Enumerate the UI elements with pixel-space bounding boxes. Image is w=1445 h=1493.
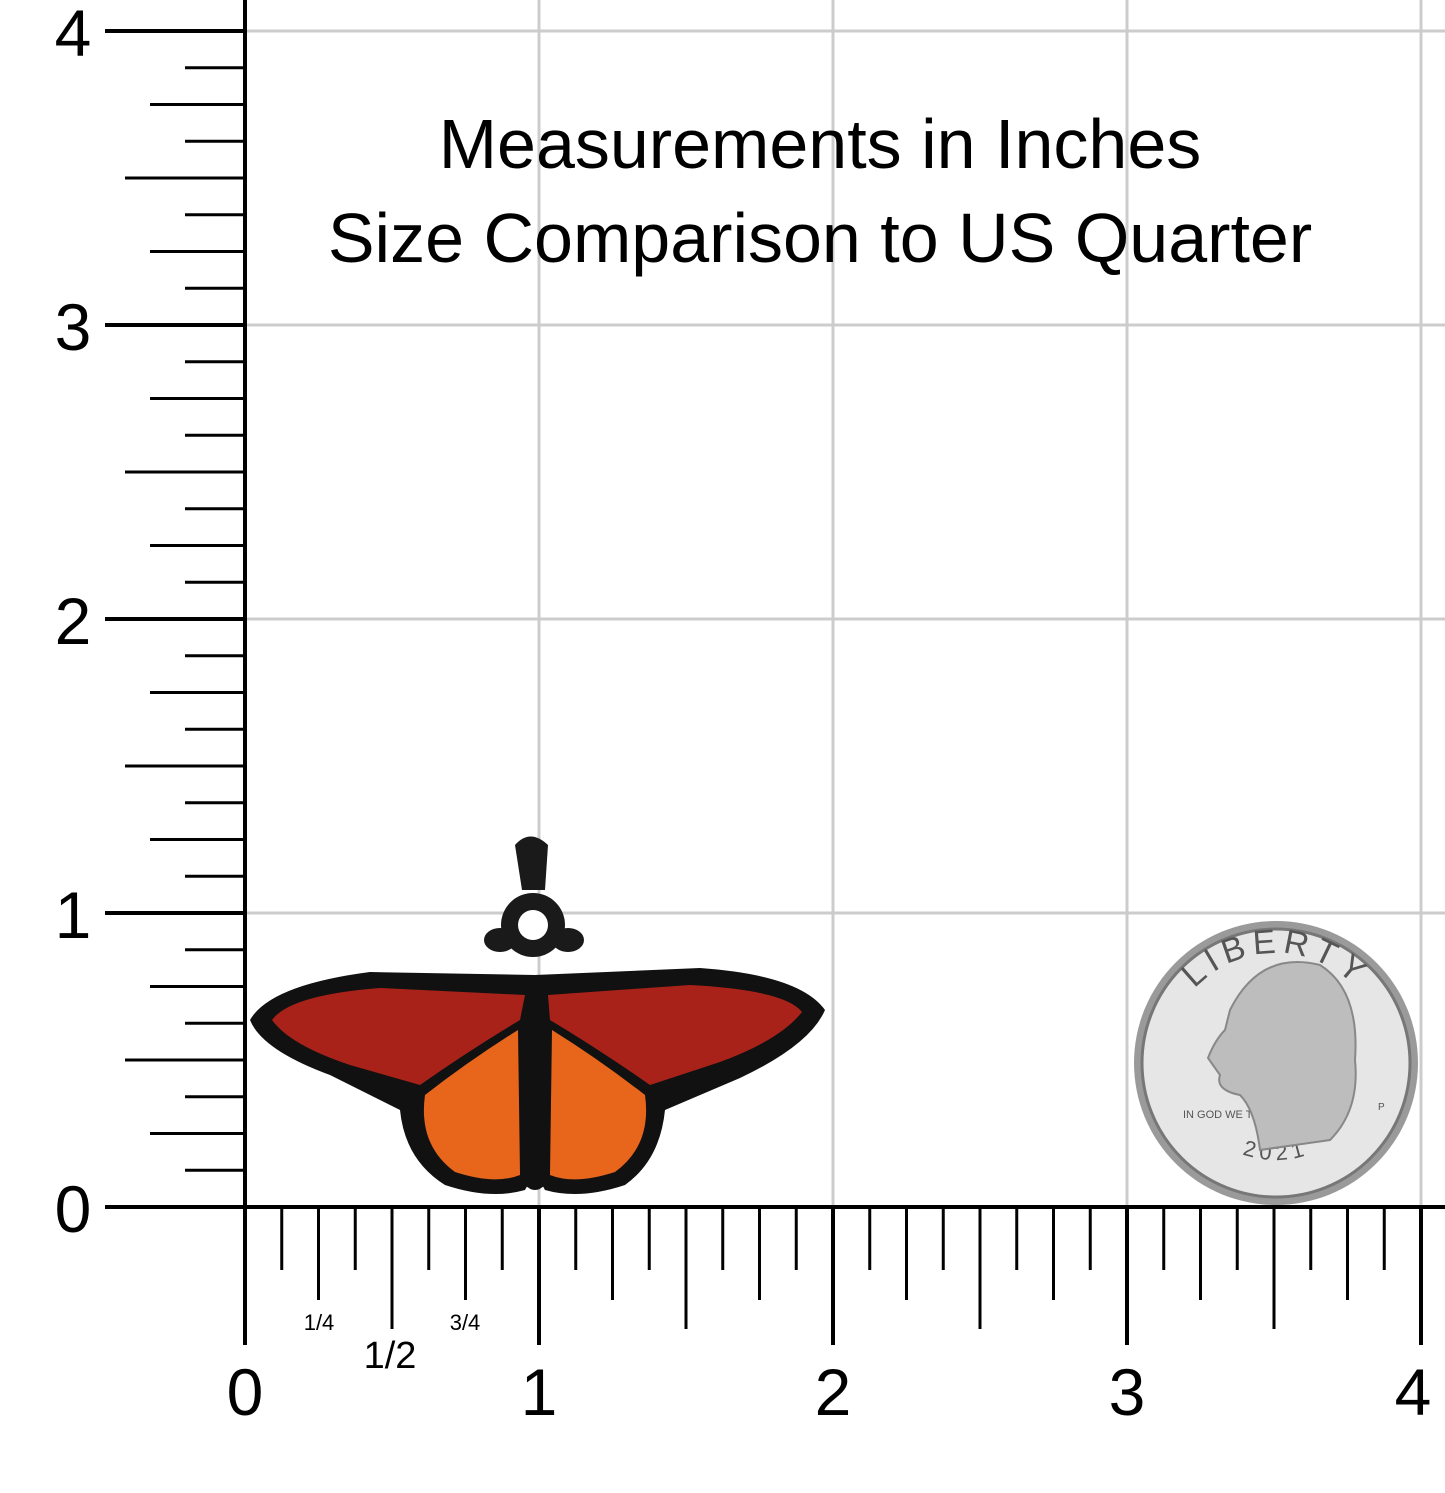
x-tick-label: 3 [1109, 1355, 1146, 1429]
y-tick-label: 4 [55, 0, 92, 70]
x-tick-label: 2 [815, 1355, 852, 1429]
grid [245, 0, 1445, 1207]
butterfly-pendant [250, 836, 825, 1194]
x-tick-label: 4 [1395, 1355, 1432, 1429]
fraction-label: 3/4 [450, 1310, 481, 1335]
y-tick-label: 3 [55, 290, 92, 364]
title-line: Size Comparison to US Quarter [328, 199, 1312, 277]
fraction-label: 1/2 [364, 1335, 417, 1377]
y-tick-label: 0 [55, 1172, 92, 1246]
us-quarter: LIBERTY 2021 IN GOD WE TRUST P [1134, 921, 1418, 1205]
x-tick-label: 0 [227, 1355, 264, 1429]
coin-mint: P [1378, 1102, 1385, 1113]
ruler-ticks: 0 1 2 3 4 0 1 2 3 4 1/4 1/2 3/4 [55, 0, 1445, 1429]
title-line: Measurements in Inches [439, 105, 1202, 183]
y-tick-label: 2 [55, 584, 92, 658]
x-tick-label: 1 [521, 1355, 558, 1429]
y-tick-label: 1 [55, 878, 92, 952]
fraction-label: 1/4 [304, 1310, 335, 1335]
